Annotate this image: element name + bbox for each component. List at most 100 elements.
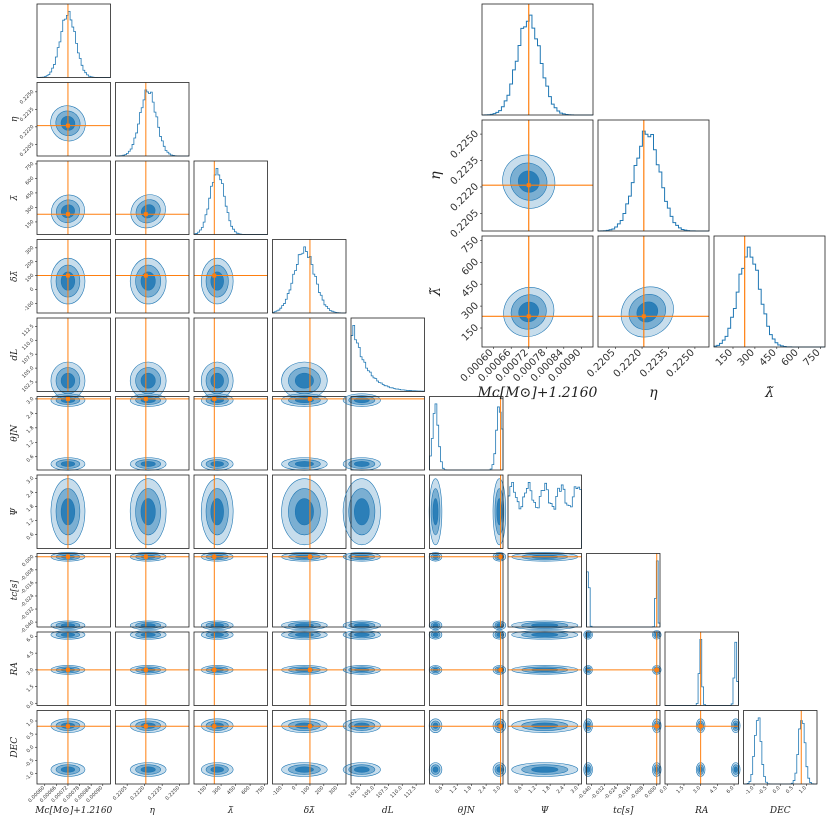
main-ytick-lam: 150 (24, 219, 35, 230)
main-panel-lam-mc (36, 160, 111, 235)
inset-truth-marker (526, 183, 531, 188)
main-ytick-lam: 600 (24, 176, 35, 187)
inset-ytick-eta: 0.2235 (449, 155, 482, 188)
main-xtick-dlam: 300 (328, 785, 339, 796)
inset-frame (713, 235, 826, 348)
main-frame (36, 3, 111, 78)
inset-ytick-lam: 300 (460, 300, 481, 321)
main-truth-marker (698, 724, 703, 729)
inset-hist-mc (481, 14, 593, 116)
inset-xtick-lam: 450 (758, 347, 779, 368)
inset-xtick-eta: 0.2220 (612, 347, 645, 380)
main-frame (429, 631, 504, 706)
main-truth-marker (307, 554, 312, 559)
inset-xtick-eta: 0.2250 (664, 347, 697, 380)
main-truth-marker (212, 554, 217, 559)
main-panel-ra-eta (115, 630, 190, 706)
main-truth-marker (143, 273, 148, 278)
main-contour-2 (140, 372, 156, 389)
main-panel-theta-eta (115, 393, 190, 471)
main-ytick-psi: 2.4 (26, 489, 36, 499)
main-xtick-lam: 750 (255, 785, 266, 796)
inset-ylabel-eta: η (428, 171, 444, 180)
main-ytick-dec: -0.5 (24, 758, 35, 769)
main-contour-2 (432, 722, 439, 729)
main-xlabel-eta: η (150, 806, 156, 816)
main-xtick-tc: 0.000 (644, 785, 658, 799)
main-panel-psi-mc (36, 474, 111, 549)
main-ylabel-eta: η (10, 116, 20, 122)
main-xtick-ra: 6.0 (726, 785, 736, 795)
inset-ytick-lam: 600 (460, 257, 481, 278)
inset-truth-marker (526, 314, 531, 319)
main-frame (350, 396, 425, 471)
main-frame (115, 553, 190, 628)
main-frame (115, 160, 190, 235)
main-ytick-tc: 0.000 (21, 554, 35, 568)
main-panel-tc-theta (428, 552, 507, 631)
main-frame (272, 710, 347, 785)
main-panel-ra-lam (193, 630, 268, 706)
main-panel-tc-dlam (272, 552, 347, 631)
main-frame (193, 317, 268, 392)
main-contour-2 (140, 632, 156, 637)
inset-xtick-eta: 0.2205 (585, 347, 618, 380)
main-truth-marker (212, 724, 217, 729)
main-ytick-dec: 1.0 (26, 718, 36, 728)
main-ylabel-dlam: δλ̃ (9, 271, 20, 282)
main-xtick-theta: 0.6 (434, 785, 444, 795)
main-panel-tc-eta (115, 552, 190, 631)
main-ytick-dl: 112.5 (21, 324, 35, 338)
main-hist-mc (36, 10, 111, 78)
main-hist-tc (586, 560, 661, 628)
inset-xtick-lam: 300 (736, 347, 757, 368)
main-contour-2 (531, 722, 559, 729)
main-xtick-psi: 2.4 (556, 785, 566, 795)
inset-frame (597, 235, 710, 348)
main-panel-psi-dlam (272, 474, 347, 549)
main-contour-2 (294, 498, 314, 526)
main-xtick-dec: -0.5 (757, 785, 768, 796)
main-ytick-theta: 2.4 (26, 411, 36, 421)
main-ytick-theta: 1.2 (26, 439, 36, 449)
main-xtick-dlam: 200 (314, 785, 325, 796)
main-panel-psi-lam (193, 474, 268, 549)
inset-panel-lam-mc (481, 235, 594, 348)
inset-hist-lam (713, 246, 825, 348)
main-xtick-ra: 4.5 (709, 785, 719, 795)
main-ytick-lam: 300 (24, 205, 35, 216)
main-panel-dec-dec (743, 710, 818, 785)
main-xlabel-ra: RA (694, 806, 709, 816)
main-panel-eta-eta (115, 82, 190, 157)
main-frame (350, 631, 425, 706)
main-truth-marker (498, 554, 503, 559)
inset-hist-eta (597, 130, 710, 232)
main-contour-2 (432, 498, 439, 526)
main-xlabel-dlam: δλ̃ (304, 805, 315, 816)
main-xtick-dl: 112.5 (403, 785, 417, 799)
inset-ytick-eta: 0.2250 (449, 128, 482, 161)
main-frame (36, 160, 111, 235)
main-contour-2 (531, 766, 559, 773)
main-ytick-dec: 0.0 (26, 744, 36, 754)
main-contour-2 (354, 397, 370, 403)
main-panel-dec-ra (664, 710, 741, 785)
main-panel-dl-dlam (272, 317, 347, 400)
main-panel-theta-theta (429, 396, 504, 471)
main-frame (507, 710, 582, 785)
main-frame (115, 474, 190, 549)
main-frame (36, 82, 111, 157)
main-hist-ra (665, 638, 739, 706)
main-truth-marker (212, 396, 217, 401)
main-contour-2 (733, 766, 738, 773)
main-panel-tc-dl (342, 552, 425, 631)
main-panel-dec-mc (36, 710, 111, 785)
main-ytick-dlam: 200 (24, 259, 35, 270)
main-panel-lam-eta (115, 160, 190, 235)
main-contour-2 (354, 722, 370, 729)
main-frame (664, 631, 739, 706)
inset-xlabel-eta: η (649, 385, 658, 401)
main-ytick-eta: 0.2205 (19, 142, 36, 159)
main-xtick-lam: 300 (211, 785, 222, 796)
